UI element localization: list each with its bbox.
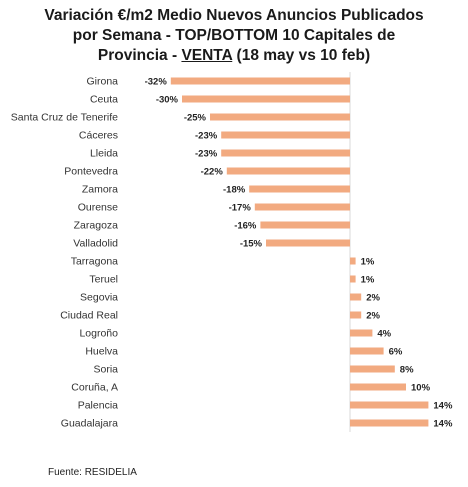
bar-12 <box>350 293 362 301</box>
category-label-17: Coruña, A <box>71 382 118 394</box>
title-line-2: por Semana - TOP/BOTTOM 10 Capitales de <box>72 27 396 44</box>
category-label-9: Valladolid <box>73 238 118 250</box>
category-label-16: Soria <box>93 364 118 376</box>
bar-7 <box>254 203 350 211</box>
value-label-18: 14% <box>433 401 453 412</box>
bar-17 <box>350 383 406 391</box>
value-label-1: -30% <box>156 95 179 106</box>
category-label-7: Ourense <box>78 202 118 214</box>
value-label-3: -23% <box>195 131 218 142</box>
value-label-13: 2% <box>366 311 380 322</box>
category-label-11: Teruel <box>89 274 118 286</box>
category-label-3: Cáceres <box>79 130 118 142</box>
bar-16 <box>350 365 395 373</box>
category-label-12: Segovia <box>80 292 118 304</box>
value-label-0: -32% <box>145 77 168 88</box>
bar-2 <box>210 113 350 121</box>
value-label-19: 14% <box>433 419 453 430</box>
bar-5 <box>226 167 350 175</box>
bar-10 <box>350 257 356 265</box>
value-label-15: 6% <box>389 347 403 358</box>
value-label-6: -18% <box>223 185 246 196</box>
title-line-3-post: (18 may vs 10 feb) <box>232 47 371 64</box>
title-line-1: Variación €/m2 Medio Nuevos Anuncios Pub… <box>44 7 424 24</box>
bar-19 <box>350 419 429 427</box>
category-label-2: Santa Cruz de Tenerife <box>11 112 118 124</box>
category-label-6: Zamora <box>82 184 118 196</box>
value-label-8: -16% <box>234 221 257 232</box>
category-label-13: Ciudad Real <box>60 310 118 322</box>
bar-11 <box>350 275 356 283</box>
chart-title: Variación €/m2 Medio Nuevos Anuncios Pub… <box>0 6 468 66</box>
category-label-10: Tarragona <box>71 256 118 268</box>
category-label-14: Logroño <box>79 328 118 340</box>
value-label-11: 1% <box>361 275 375 286</box>
bar-4 <box>221 149 350 157</box>
value-label-10: 1% <box>361 257 375 268</box>
category-label-5: Pontevedra <box>64 166 118 178</box>
value-label-5: -22% <box>201 167 224 178</box>
bar-15 <box>350 347 384 355</box>
bar-6 <box>249 185 350 193</box>
title-line-3-pre: Provincia - <box>97 47 182 64</box>
value-label-9: -15% <box>240 239 263 250</box>
title-venta-underlined: VENTA <box>181 47 233 64</box>
value-label-4: -23% <box>195 149 218 160</box>
title-line-3: Provincia - VENTA (18 may vs 10 feb) <box>0 46 468 66</box>
bar-14 <box>350 329 373 337</box>
category-label-4: Lleida <box>90 148 118 160</box>
bar-9 <box>266 239 350 247</box>
category-label-19: Guadalajara <box>61 418 118 430</box>
bar-8 <box>260 221 350 229</box>
value-label-17: 10% <box>411 383 431 394</box>
bar-1 <box>182 95 350 103</box>
bar-13 <box>350 311 362 319</box>
category-label-15: Huelva <box>85 346 118 358</box>
bar-0 <box>170 77 350 85</box>
value-label-16: 8% <box>400 365 414 376</box>
value-label-14: 4% <box>377 329 391 340</box>
value-label-7: -17% <box>229 203 252 214</box>
category-label-8: Zaragoza <box>74 220 119 232</box>
bar-3 <box>221 131 350 139</box>
value-label-12: 2% <box>366 293 380 304</box>
category-label-0: Girona <box>86 76 118 88</box>
value-label-2: -25% <box>184 113 207 124</box>
category-label-1: Ceuta <box>90 94 118 106</box>
category-label-18: Palencia <box>78 400 118 412</box>
source-note: Fuente: RESIDELIA <box>48 467 137 478</box>
bar-18 <box>350 401 429 409</box>
